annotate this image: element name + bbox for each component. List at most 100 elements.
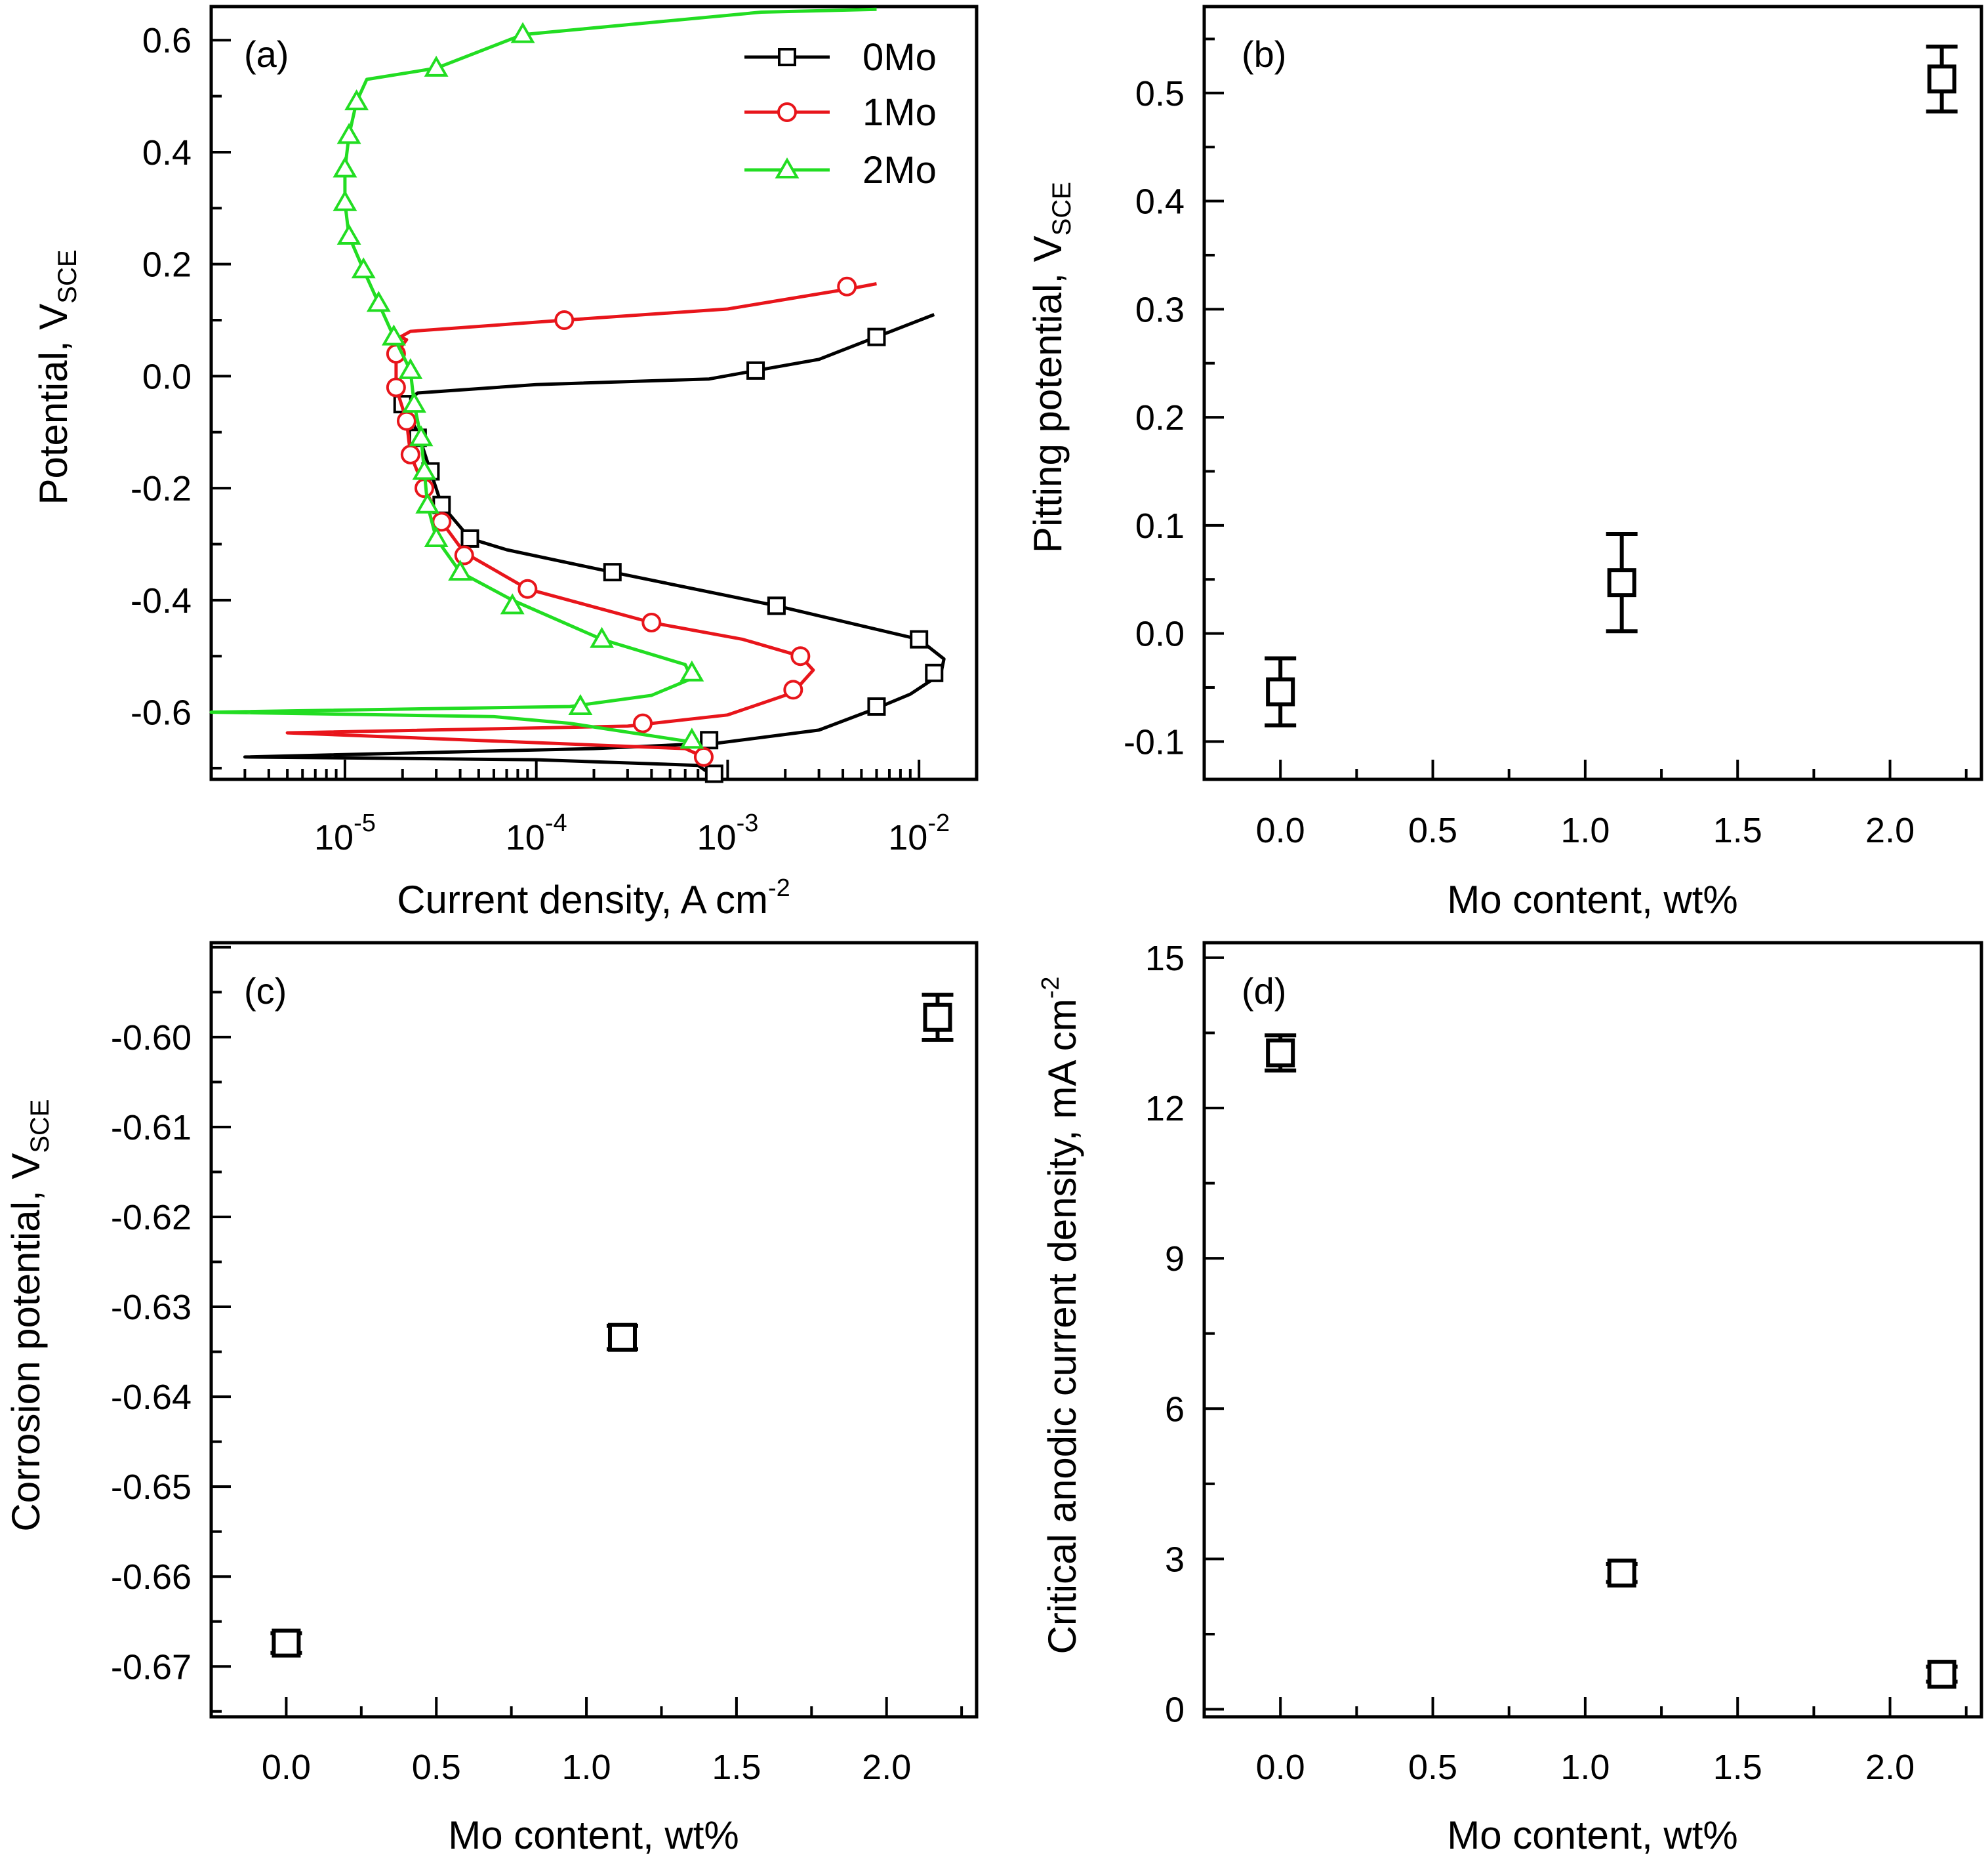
data-point-1mo	[837, 276, 857, 297]
data-point-1mo	[693, 747, 714, 767]
legend-label-2mo: 2Mo	[862, 149, 937, 192]
data-point-0mo	[603, 563, 622, 582]
panel-d-x-tick-label: 1.5	[1713, 1748, 1762, 1787]
panel-b-frame	[1202, 5, 1983, 781]
data-point-2mo	[333, 156, 357, 178]
point-marker	[1607, 568, 1636, 598]
panel-b-pitting-potential: (b) 0.0 0.5 1.0 1.5 2.0 -0.1 0.0 0.1 0.2…	[1026, 5, 1983, 922]
series-2mo	[209, 7, 877, 749]
point-marker	[1927, 64, 1957, 94]
panel-a-y-tick-label: 0.0	[142, 357, 192, 396]
data-point-0mo	[746, 361, 765, 380]
data-point-2mo	[448, 560, 473, 581]
panel-d-x-tick-label: 1.0	[1560, 1748, 1610, 1787]
data-point-1mo	[517, 579, 538, 599]
data-point	[1265, 656, 1297, 728]
panel-c-y-tick-label: -0.67	[111, 1647, 192, 1687]
panel-b-points	[1265, 44, 1958, 728]
data-point-2mo	[381, 324, 406, 346]
data-point-1mo	[396, 411, 416, 431]
legend-marker-1mo	[777, 102, 797, 122]
panel-b-label: (b)	[1242, 33, 1286, 75]
data-point-1mo	[554, 310, 575, 331]
panel-a-series	[209, 7, 946, 783]
legend-item-1mo: 1Mo	[744, 91, 937, 134]
data-point-2mo	[409, 425, 434, 447]
panel-b-y-axis-title: Pitting potential, VSCE	[1026, 182, 1076, 553]
data-point-0mo	[767, 596, 786, 615]
panel-a-ticks	[210, 39, 978, 779]
panel-b-y-tick-label: 0.3	[1135, 290, 1185, 329]
data-point-2mo	[344, 89, 369, 111]
point-marker	[923, 1002, 952, 1032]
data-point	[1926, 1660, 1958, 1689]
data-point-2mo	[333, 190, 357, 211]
data-point	[606, 1323, 638, 1352]
data-point-1mo	[400, 444, 420, 464]
panel-a-y-tick-label: -0.6	[131, 693, 192, 733]
panel-d-y-tick-label: 15	[1145, 939, 1185, 978]
data-point-2mo	[366, 291, 391, 312]
point-marker	[1266, 1038, 1295, 1068]
legend-item-0mo: 0Mo	[744, 36, 937, 79]
panel-c-label: (c)	[244, 970, 287, 1012]
legend-item-2mo: 2Mo	[744, 149, 937, 192]
panel-d-y-tick-label: 0	[1165, 1691, 1185, 1730]
panel-d-y-axis-title: Critical anodic current density, mA cm-2	[1037, 976, 1084, 1654]
panel-a-x-tick-label: 10-5	[314, 810, 376, 857]
panel-d-x-axis-title: Mo content, wt%	[1447, 1813, 1738, 1857]
panel-b-x-tick-label: 0.5	[1408, 811, 1457, 850]
point-marker	[1266, 677, 1295, 707]
data-point-0mo	[925, 663, 944, 682]
panel-c-y-tick-label: -0.60	[111, 1018, 192, 1058]
data-point-1mo	[454, 545, 474, 565]
panel-b-y-tick-label: 0.1	[1135, 506, 1185, 546]
panel-d-frame	[1202, 941, 1983, 1719]
panel-c-y-tick-label: -0.66	[111, 1557, 192, 1597]
data-point-0mo	[704, 764, 723, 783]
data-point-2mo	[401, 392, 426, 413]
data-point-2mo	[412, 459, 437, 480]
data-point-0mo	[460, 529, 479, 548]
panel-d-y-tick-label: 6	[1165, 1389, 1185, 1429]
legend-marker-2mo	[775, 157, 800, 178]
data-point-2mo	[424, 55, 449, 77]
panel-c-x-tick-label: 1.0	[562, 1748, 611, 1787]
panel-d-x-tick-label: 0.5	[1408, 1748, 1457, 1787]
data-point-2mo	[424, 525, 449, 547]
panel-d-y-tick-label: 12	[1145, 1089, 1185, 1128]
panel-d-y-tick-label: 9	[1165, 1239, 1185, 1279]
data-point-2mo	[336, 123, 361, 144]
panel-b-x-axis-title: Mo content, wt%	[1447, 878, 1738, 922]
panel-c-x-tick-label: 2.0	[862, 1748, 911, 1787]
panel-b-x-tick-label: 2.0	[1865, 811, 1915, 850]
panel-a-label: (a)	[244, 33, 289, 75]
panel-a-y-tick-label: 0.2	[142, 245, 192, 285]
panel-a-x-tick-label: 10-2	[888, 810, 950, 857]
legend-label-1mo: 1Mo	[862, 91, 937, 134]
panel-d-points	[1265, 1033, 1958, 1689]
panel-a-y-tick-label: 0.4	[142, 133, 192, 173]
panel-a-y-tick-label: 0.6	[142, 21, 192, 60]
data-point-0mo	[910, 630, 929, 649]
panel-d-label: (d)	[1242, 970, 1286, 1012]
legend-marker-0mo	[778, 48, 796, 66]
data-point	[1265, 1033, 1297, 1073]
panel-a-y-tick-label: -0.2	[131, 469, 192, 508]
point-marker	[272, 1628, 301, 1658]
panel-b-y-tick-label: 0.5	[1135, 74, 1185, 113]
data-point	[1606, 1558, 1638, 1588]
panel-c-y-tick-label: -0.65	[111, 1468, 192, 1507]
data-point-1mo	[632, 713, 653, 733]
data-point-2mo	[680, 728, 704, 749]
panel-d-x-tick-label: 2.0	[1865, 1748, 1915, 1787]
data-point	[922, 993, 954, 1042]
panel-b-x-tick-label: 1.5	[1713, 811, 1762, 850]
series-line-0mo	[243, 313, 946, 778]
data-point-2mo	[351, 257, 376, 279]
panel-c-corrosion-potential: (c) 0.0 0.5 1.0 1.5 2.0 -0.67 -0.66 -0.6…	[4, 941, 979, 1857]
panel-a-frame	[209, 5, 979, 781]
data-point-2mo	[336, 223, 361, 245]
panel-a-x-tick-label: 10-3	[697, 810, 758, 857]
